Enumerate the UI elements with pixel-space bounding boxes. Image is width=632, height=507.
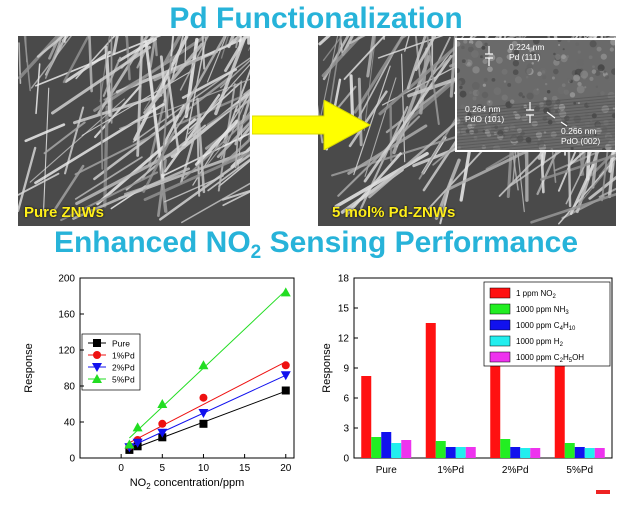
data-point bbox=[199, 419, 208, 428]
bar bbox=[584, 448, 595, 458]
legend-label: 1000 ppm C4H10 bbox=[516, 321, 576, 332]
data-point bbox=[199, 393, 208, 402]
y-tick-label: 3 bbox=[343, 424, 349, 435]
y-axis-label: Response bbox=[321, 343, 333, 393]
legend-label: 1000 ppm H2 bbox=[516, 337, 564, 348]
tem-lattice-markers bbox=[485, 46, 568, 127]
bar bbox=[465, 447, 476, 458]
bar bbox=[574, 447, 585, 458]
legend-swatch bbox=[489, 335, 511, 347]
bar bbox=[530, 448, 541, 458]
bar-chart-selectivity: 0 3 6 9 12 15 18 Response Pure 1%Pd 2%Pd 5%Pd 1 ppm … bbox=[321, 274, 613, 476]
bar bbox=[594, 448, 605, 458]
bar bbox=[490, 364, 501, 458]
y-axis-label: Response bbox=[23, 343, 35, 393]
title-enhanced-sensing: Enhanced NO2 Sensing Performance bbox=[53, 226, 579, 263]
legend-marker bbox=[92, 363, 102, 372]
x-tick-label: 5%Pd bbox=[566, 465, 593, 476]
bar bbox=[371, 437, 382, 458]
bar bbox=[425, 323, 436, 458]
arrow-icon bbox=[252, 100, 372, 150]
series-line-2 bbox=[129, 374, 286, 448]
y-tick-label: 18 bbox=[338, 274, 350, 285]
legend-marker bbox=[93, 351, 101, 359]
legend-swatch bbox=[489, 303, 511, 315]
data-point bbox=[198, 409, 209, 418]
y-tick-label: 160 bbox=[58, 310, 75, 321]
label-pure-znws: Pure ZNWs bbox=[24, 204, 105, 221]
data-point bbox=[158, 419, 167, 428]
tem-inset-image: 0.224 nm Pd (111) 0.264 nm PdO (101) 0.266… bbox=[455, 38, 617, 152]
x-tick-label: 20 bbox=[280, 463, 292, 474]
bar bbox=[510, 447, 521, 458]
data-point bbox=[132, 438, 143, 448]
legend-swatch bbox=[489, 319, 511, 331]
y-tick-label: 0 bbox=[343, 454, 349, 465]
bar bbox=[455, 447, 466, 458]
x-axis-label: NO2 concentration/ppm bbox=[130, 477, 245, 491]
x-tick-label: 2%Pd bbox=[502, 465, 529, 476]
y-tick-label: 200 bbox=[58, 274, 75, 285]
data-point bbox=[280, 287, 291, 297]
y-tick-label: 40 bbox=[64, 418, 76, 429]
decorative-mark bbox=[596, 490, 610, 494]
label-pd-znws: 5 mol% Pd-ZNWs bbox=[332, 204, 456, 221]
data-point bbox=[198, 360, 209, 370]
series-line-1 bbox=[129, 361, 286, 444]
bar bbox=[564, 443, 575, 458]
legend-label: 1000 ppm C2H5OH bbox=[516, 353, 584, 364]
legend-label: 2%Pd bbox=[112, 363, 135, 373]
legend-label: 1000 ppm NH3 bbox=[516, 305, 569, 316]
bar bbox=[554, 364, 565, 458]
data-point bbox=[157, 399, 168, 408]
bar bbox=[445, 447, 456, 458]
bar bbox=[500, 439, 511, 458]
legend-marker bbox=[92, 374, 102, 383]
tem-label-pd111: 0.224 nm Pd (111) bbox=[509, 42, 545, 62]
tem-label-pdo101: 0.264 nm PdO (101) bbox=[465, 104, 505, 124]
legend-label: 1 ppm NO2 bbox=[516, 289, 556, 300]
legend-label: 5%Pd bbox=[112, 375, 135, 385]
y-tick-label: 6 bbox=[343, 394, 349, 405]
bar bbox=[435, 441, 446, 458]
data-point bbox=[281, 386, 290, 395]
x-tick-label: 0 bbox=[118, 463, 124, 474]
data-point bbox=[132, 422, 143, 432]
bar bbox=[361, 376, 372, 458]
legend-marker bbox=[93, 339, 101, 347]
plot-frame bbox=[79, 277, 295, 459]
y-tick-label: 12 bbox=[338, 334, 350, 345]
data-point bbox=[280, 371, 291, 381]
data-point bbox=[124, 439, 135, 449]
y-tick-label: 120 bbox=[58, 346, 75, 357]
legend-label: 1%Pd bbox=[112, 351, 135, 361]
bar bbox=[401, 440, 412, 458]
legend-swatch bbox=[489, 287, 511, 299]
data-point bbox=[157, 428, 168, 438]
title-pd-functionalization: Pd Functionalization bbox=[169, 2, 463, 35]
tem-label-pdo002: 0.266 nm PdO (002) bbox=[561, 126, 601, 146]
x-tick-label: 10 bbox=[198, 463, 210, 474]
legend-label: Pure bbox=[112, 339, 130, 349]
bar bbox=[381, 432, 392, 458]
bar bbox=[391, 443, 402, 458]
y-tick-label: 0 bbox=[69, 454, 75, 465]
legend-swatch bbox=[489, 351, 511, 363]
series-line-3 bbox=[129, 289, 287, 439]
bar bbox=[520, 448, 531, 458]
sem-image-pure-znws: Pure ZNWs bbox=[18, 36, 250, 226]
series-line-0 bbox=[129, 390, 286, 451]
x-tick-label: Pure bbox=[376, 465, 398, 476]
x-tick-label: 15 bbox=[239, 463, 251, 474]
x-tick-label: 5 bbox=[160, 463, 166, 474]
y-tick-label: 15 bbox=[338, 304, 350, 315]
y-tick-label: 9 bbox=[343, 364, 349, 375]
data-point bbox=[281, 361, 290, 370]
x-tick-label: 1%Pd bbox=[437, 465, 464, 476]
legend-box bbox=[81, 333, 141, 391]
y-tick-label: 80 bbox=[64, 382, 76, 393]
